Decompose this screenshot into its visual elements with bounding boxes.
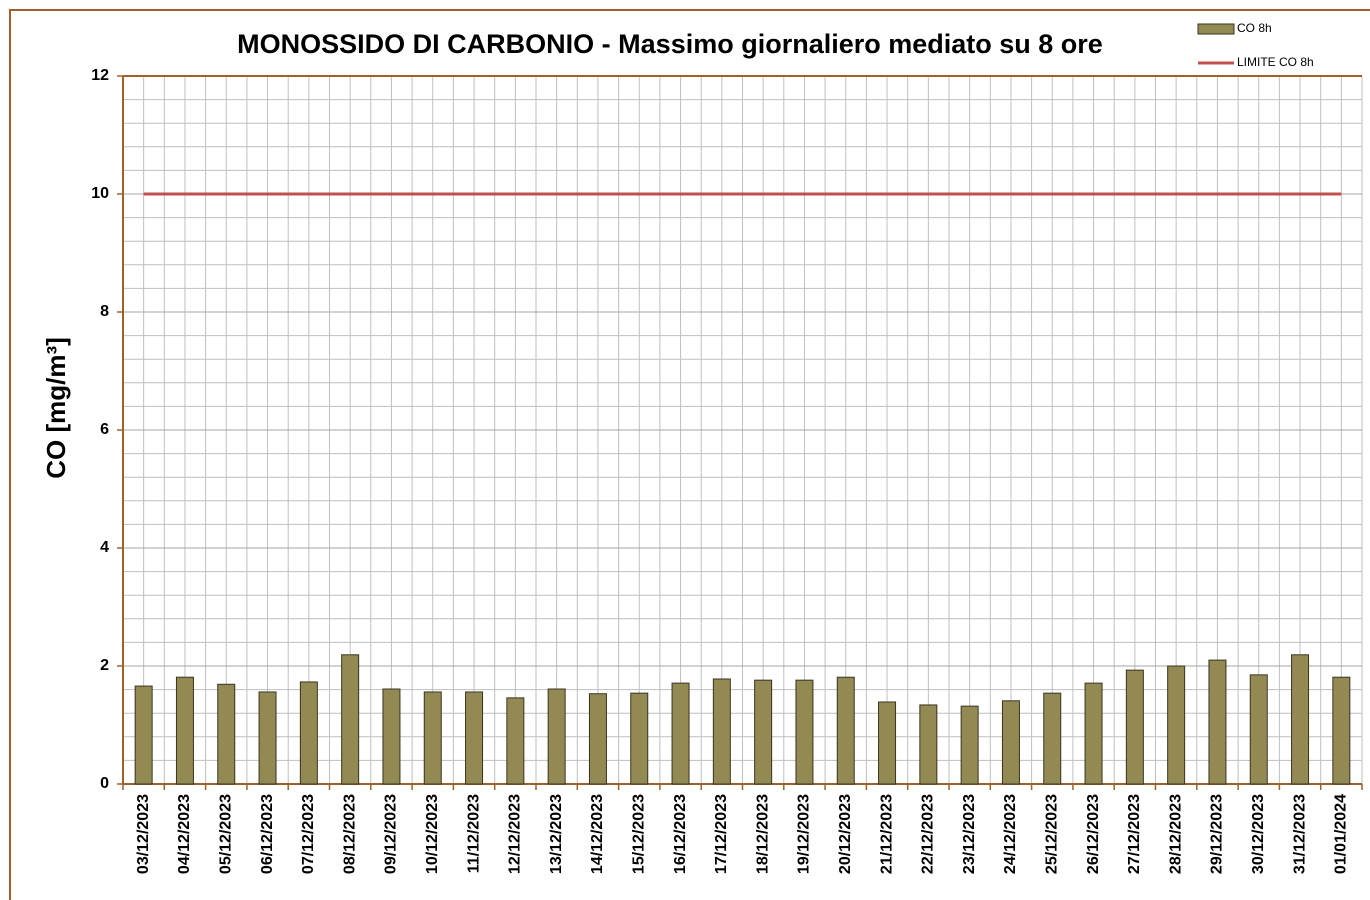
chart-title: MONOSSIDO DI CARBONIO - Massimo giornali… — [237, 29, 1103, 59]
x-tick-label: 07/12/2023 — [300, 794, 317, 874]
bar — [382, 688, 401, 785]
y-tick-label: 4 — [100, 539, 109, 556]
x-tick-label: 04/12/2023 — [176, 794, 193, 874]
bar — [1291, 654, 1310, 785]
bar — [919, 704, 938, 785]
y-axis-label: CO [mg/m³] — [41, 337, 71, 479]
y-tick-label: 8 — [100, 303, 109, 320]
x-tick-label: 14/12/2023 — [589, 794, 606, 874]
bar — [258, 691, 277, 785]
x-tick-label: 08/12/2023 — [341, 794, 358, 874]
bar — [795, 679, 814, 785]
x-tick-label: 12/12/2023 — [507, 794, 524, 874]
x-tick-label: 13/12/2023 — [548, 794, 565, 874]
bar — [836, 676, 855, 785]
bar — [423, 691, 442, 785]
bar — [465, 691, 484, 785]
bar — [671, 682, 690, 785]
y-tick-label: 10 — [91, 185, 109, 202]
bar — [712, 678, 731, 785]
bar — [878, 701, 897, 785]
x-tick-label: 28/12/2023 — [1167, 794, 1184, 874]
bar — [341, 654, 360, 785]
x-tick-label: 03/12/2023 — [135, 794, 152, 874]
x-tick-label: 01/01/2024 — [1333, 794, 1350, 874]
bar — [960, 705, 979, 785]
bar — [630, 692, 649, 785]
x-tick-label: 15/12/2023 — [630, 794, 647, 874]
bar — [547, 688, 566, 785]
x-tick-label: 31/12/2023 — [1291, 794, 1308, 874]
x-tick-label: 18/12/2023 — [754, 794, 771, 874]
bar — [1043, 692, 1062, 785]
bar — [217, 683, 236, 785]
x-tick-label: 09/12/2023 — [383, 794, 400, 874]
bar — [1208, 659, 1227, 785]
y-tick-label: 0 — [100, 775, 109, 792]
legend-label: LIMITE CO 8h — [1237, 55, 1314, 69]
x-tick-label: 25/12/2023 — [1043, 794, 1060, 874]
x-tick-label: 16/12/2023 — [672, 794, 689, 874]
legend-label: CO 8h — [1237, 21, 1272, 35]
y-tick-label: 2 — [100, 657, 109, 674]
x-tick-label: 22/12/2023 — [920, 794, 937, 874]
x-tick-label: 20/12/2023 — [837, 794, 854, 874]
bar — [1001, 700, 1020, 785]
bar — [506, 697, 525, 785]
x-tick-label: 06/12/2023 — [259, 794, 276, 874]
bar — [1167, 665, 1186, 785]
x-tick-label: 17/12/2023 — [713, 794, 730, 874]
bar — [1125, 669, 1144, 785]
bar — [175, 676, 194, 785]
legend-swatch — [1197, 23, 1235, 35]
bar — [1332, 676, 1351, 785]
bar — [588, 693, 607, 785]
x-tick-label: 27/12/2023 — [1126, 794, 1143, 874]
x-tick-label: 24/12/2023 — [1002, 794, 1019, 874]
bar — [299, 681, 318, 785]
x-tick-label: 05/12/2023 — [217, 794, 234, 874]
bar — [1084, 682, 1103, 785]
x-tick-label: 26/12/2023 — [1085, 794, 1102, 874]
bar — [1249, 674, 1268, 785]
y-tick-label: 6 — [100, 421, 109, 438]
x-tick-label: 19/12/2023 — [796, 794, 813, 874]
bar — [754, 679, 773, 785]
x-tick-label: 29/12/2023 — [1209, 794, 1226, 874]
x-tick-label: 11/12/2023 — [465, 794, 482, 873]
y-tick-label: 12 — [91, 67, 109, 84]
x-tick-label: 30/12/2023 — [1250, 794, 1267, 874]
x-tick-label: 21/12/2023 — [878, 794, 895, 874]
x-tick-label: 23/12/2023 — [961, 794, 978, 874]
bar — [134, 685, 153, 785]
chart-border — [9, 9, 1370, 900]
x-tick-label: 10/12/2023 — [424, 794, 441, 874]
